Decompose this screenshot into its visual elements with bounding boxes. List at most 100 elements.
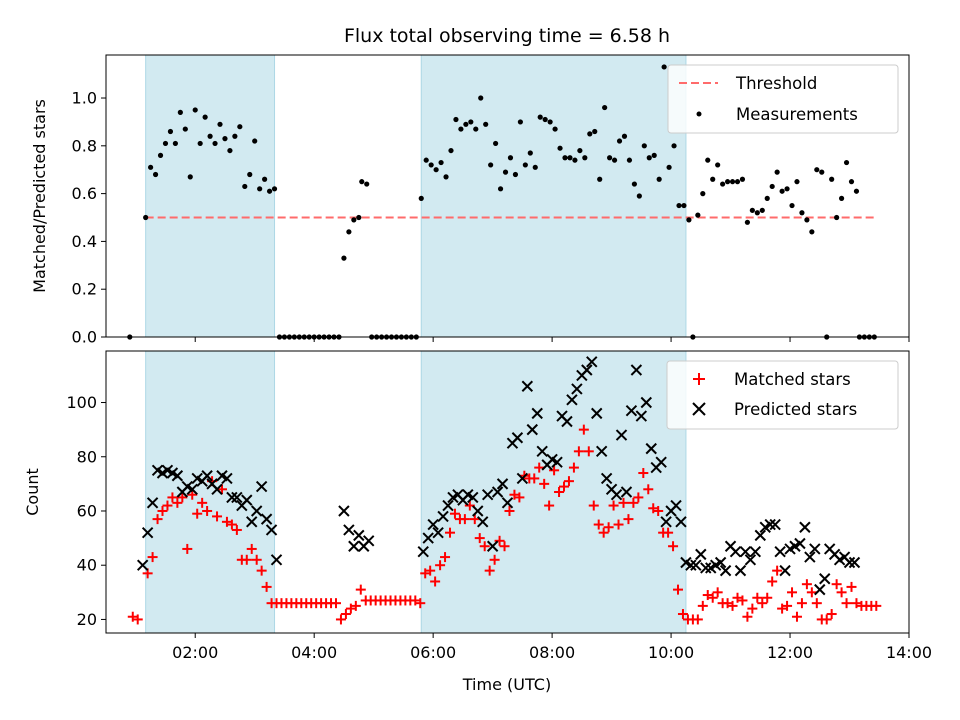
measurement-point [356, 214, 362, 221]
matched-star-point [544, 500, 555, 511]
measurement-point [602, 104, 608, 111]
measurement-point [443, 174, 449, 180]
measurement-point [720, 181, 726, 187]
predicted-star-point [427, 518, 439, 531]
matched-star-point [831, 579, 842, 590]
matched-star-point [752, 592, 763, 603]
y-tick-label: 0.4 [72, 232, 97, 251]
predicted-star-point [561, 415, 573, 428]
measurement-point [597, 176, 603, 182]
predicted-star-point [432, 526, 444, 539]
measurement-point [182, 126, 188, 132]
count-panel: 20 40 60 80 100 02:00 04:00 06:00 08:00 10:00 12:0… [23, 350, 932, 694]
measurement-point [483, 121, 489, 127]
measurement-point [252, 138, 258, 144]
matched-star-point [871, 600, 882, 611]
measurement-point [162, 140, 169, 147]
matched-star-point [162, 500, 173, 511]
observing-window-2 [420, 54, 687, 338]
measurement-point [799, 210, 805, 216]
measurement-point [502, 169, 509, 175]
matched-star-point [603, 522, 614, 533]
count-ticks: 20 40 60 80 100 02:00 04:00 06:00 08:00 10:00 12:0… [66, 393, 932, 662]
measurement-point [341, 255, 347, 261]
predicted-star-point [551, 456, 563, 468]
matched-star-point [157, 505, 168, 516]
y-tick-label: 60 [77, 501, 97, 520]
measurement-point [577, 147, 583, 154]
matched-star-point [202, 505, 213, 516]
predicted-star-point [501, 497, 514, 509]
matched-star-point [172, 497, 183, 508]
observing-windows [145, 350, 687, 634]
predicted-star-point [804, 551, 816, 563]
measurement-point [809, 229, 815, 235]
x-tick-label: 10:00 [648, 643, 694, 662]
measurement-point [257, 186, 263, 192]
measurement-point [641, 143, 647, 149]
y-tick-label: 40 [77, 556, 97, 575]
measurement-point [843, 159, 850, 166]
measurement-point [433, 167, 439, 173]
matched-star-point [712, 587, 723, 598]
measurement-point [819, 169, 825, 175]
matched-star-point [177, 492, 188, 503]
predicted-star-point [343, 524, 355, 536]
matched-star-point [782, 600, 793, 611]
predicted-star-point [241, 494, 253, 506]
matched-star-point [846, 581, 857, 592]
matched-star-point [588, 500, 599, 511]
measurement-point [547, 119, 553, 125]
observing-window-1 [145, 54, 276, 338]
predicted-star-point [348, 540, 360, 552]
measurement-point [438, 159, 444, 166]
measurement-point [710, 176, 716, 182]
matched-star-point [563, 476, 574, 487]
count-legend: Matched stars Predicted stars [666, 360, 899, 430]
x-tick-label: 12:00 [767, 643, 813, 662]
measurement-point [729, 179, 736, 185]
measurement-point [769, 183, 775, 190]
predicted-star-point [620, 486, 633, 498]
matched-star-point [355, 584, 366, 595]
predicted-star-point [186, 483, 198, 495]
y-tick-label: 100 [66, 393, 97, 412]
predicted-star-point [655, 456, 667, 468]
matched-star-point [836, 587, 847, 598]
measurement-point [715, 162, 721, 168]
predicted-star-point [437, 510, 449, 523]
matched-star-point [251, 554, 262, 565]
measurement-point [616, 138, 623, 144]
predicted-star-point [211, 483, 223, 495]
measurement-point [779, 188, 785, 194]
ratio-axes-frame [105, 54, 910, 338]
matched-star-point [459, 514, 470, 525]
matched-star-point [147, 552, 158, 563]
predicted-star-point [749, 545, 762, 558]
y-tick-label: 1.0 [72, 89, 97, 108]
measurement-point [172, 140, 178, 147]
matched-star-point [132, 614, 143, 625]
predicted-star-point [625, 404, 638, 417]
measurement-point [700, 191, 706, 197]
measurement-point [237, 124, 243, 130]
matched-star-point [653, 505, 664, 516]
y-tick-label: 0.2 [72, 280, 97, 299]
predicted-star-point [141, 526, 154, 539]
legend-matched-swatch [693, 373, 705, 385]
matched-star-point [449, 508, 460, 519]
measurement-point [626, 157, 633, 163]
measurement-point [784, 186, 790, 192]
measurement-point [271, 186, 278, 192]
measurement-point [262, 176, 268, 182]
predicted-star-point [843, 556, 856, 569]
measurement-point [217, 121, 223, 127]
matched-star-point [216, 484, 227, 495]
predicted-star-point [472, 505, 484, 517]
matched-star-point [182, 543, 193, 554]
measurement-point [631, 181, 637, 187]
predicted-star-point [265, 524, 278, 536]
measurement-point [202, 114, 208, 120]
predicted-star-point [250, 505, 263, 517]
measurement-point [192, 107, 198, 113]
